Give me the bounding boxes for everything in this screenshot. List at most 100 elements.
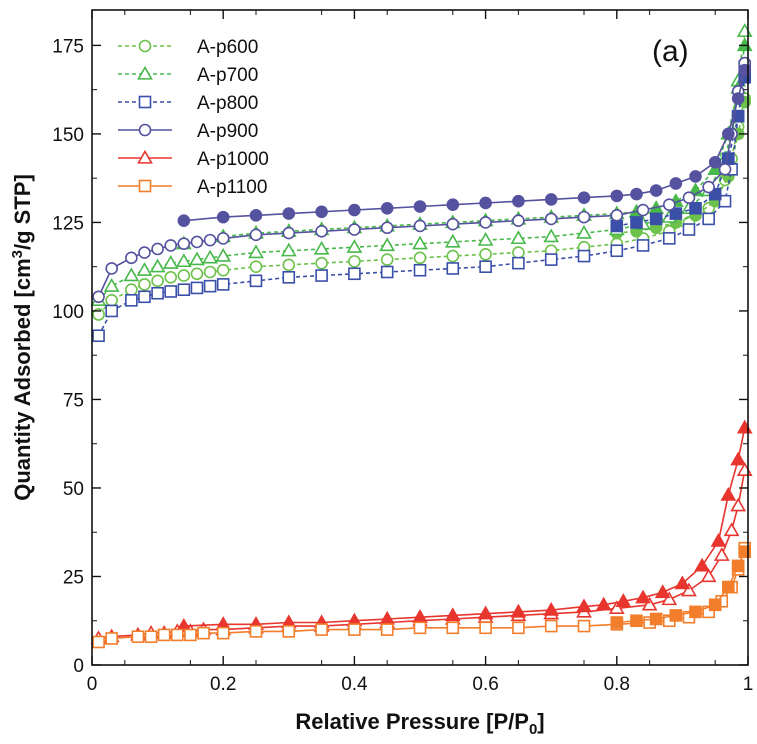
data-point-a-p800-adsorption (92, 329, 105, 343)
data-point-a-p900-adsorption (105, 262, 118, 275)
data-point-a-p600-adsorption (413, 251, 427, 265)
x-axis-title-main: Relative Pressure [P/P (295, 709, 529, 734)
data-point-a-p1000-adsorption (713, 547, 730, 561)
legend: A-p600 A-p700 A-p800 A-p900 A-p1000 A-p1100 (118, 37, 269, 198)
data-point-a-p1100-desorption (708, 598, 722, 612)
data-point-a-p700-adsorption (136, 262, 153, 276)
data-point-a-p1000-desorption (694, 557, 710, 572)
data-point-a-p600-adsorption (125, 283, 138, 297)
data-point-a-p900-adsorption (662, 198, 676, 212)
y-axis-title-main: Quantity Adsorbed [cm (10, 258, 35, 500)
data-point-a-p1000-adsorption (700, 568, 717, 583)
data-point-a-p700-adsorption (189, 251, 205, 266)
data-point-a-p800-adsorption (138, 290, 151, 304)
data-point-a-p900-adsorption (446, 217, 460, 231)
data-point-a-p1100-desorption (630, 614, 643, 628)
data-point-a-p700-adsorption (313, 240, 330, 255)
legend-marker-a-p1000 (137, 149, 153, 164)
data-point-a-p800-adsorption (610, 244, 624, 258)
data-point-a-p900-desorption (380, 201, 394, 215)
data-point-a-p600-adsorption (190, 267, 204, 281)
data-point-a-p900-desorption (649, 184, 663, 197)
data-point-a-p900-desorption (731, 92, 745, 105)
data-point-a-p1100-desorption (689, 605, 702, 619)
data-point-a-p800-desorption (708, 187, 722, 201)
data-point-a-p1100-adsorption (216, 626, 230, 640)
data-point-a-p1000-desorption (576, 598, 592, 613)
data-point-a-p1000-adsorption (736, 462, 753, 476)
y-tick-label: 75 (63, 390, 84, 411)
data-point-a-p600-adsorption (380, 253, 394, 266)
data-point-a-p1100-adsorption (282, 625, 296, 638)
data-point-a-p900-adsorption (203, 233, 217, 247)
data-point-a-p900-adsorption (413, 219, 427, 233)
data-point-a-p600-adsorption (216, 263, 230, 277)
data-point-a-p900-adsorption (249, 228, 263, 242)
legend-label-a-p1000: A-p1000 (197, 149, 269, 170)
data-point-a-p700-desorption (736, 37, 753, 52)
data-point-a-p800-adsorption (125, 294, 138, 307)
data-point-a-p800-adsorption (413, 263, 427, 277)
y-axis-title-superscript: 3 (9, 250, 26, 258)
legend-label-a-p800: A-p800 (197, 93, 258, 114)
data-point-a-p1100-adsorption (315, 623, 328, 636)
legend-label-a-p600: A-p600 (197, 37, 258, 58)
data-point-a-p800-adsorption (105, 304, 118, 318)
series-a-p1000 (90, 419, 753, 645)
data-point-a-p800-adsorption (348, 267, 361, 281)
data-point-a-p1000-desorption (710, 532, 727, 547)
data-point-a-p800-desorption (610, 219, 624, 233)
data-point-a-p600-adsorption (315, 256, 328, 270)
y-tick-label: 125 (52, 213, 84, 234)
plot-frame (91, 9, 749, 666)
data-point-a-p1100-desorption (669, 609, 683, 622)
data-point-a-p800-adsorption (636, 239, 650, 252)
data-point-a-p1100-desorption (649, 612, 663, 626)
series-a-p800 (92, 60, 752, 343)
data-point-a-p600-adsorption (446, 249, 460, 263)
data-point-a-p900-desorption (630, 187, 643, 201)
data-point-a-p900-adsorption (610, 209, 624, 222)
data-point-a-p700-adsorption (103, 278, 120, 292)
data-point-a-p600-adsorption (164, 271, 178, 284)
data-point-a-p900-desorption (610, 189, 624, 203)
y-tick-label: 150 (52, 125, 84, 146)
data-point-a-p800-adsorption (479, 260, 492, 273)
data-point-a-p1100-adsorption (184, 628, 197, 642)
data-point-a-p1000-desorption (444, 607, 461, 622)
legend-marker-a-p600 (138, 39, 152, 53)
data-point-a-p900-adsorption (718, 163, 732, 176)
data-point-a-p800-adsorption (662, 232, 676, 245)
data-point-a-p700-adsorption (379, 237, 396, 252)
data-point-a-p900-adsorption (636, 203, 650, 217)
data-point-a-p600-adsorption (249, 260, 263, 273)
plot-area (90, 23, 753, 649)
series-a-p1100 (92, 541, 752, 649)
data-point-a-p900-adsorption (544, 212, 558, 226)
data-point-a-p900-adsorption (380, 221, 394, 235)
data-point-a-p1000-adsorption (661, 591, 678, 606)
data-point-a-p700-adsorption (149, 258, 166, 273)
data-point-a-p600-adsorption (138, 278, 151, 291)
data-point-a-p1100-adsorption (105, 632, 118, 645)
data-point-a-p1100-adsorption (170, 628, 184, 642)
data-point-a-p900-adsorption (190, 235, 204, 249)
data-point-a-p900-adsorption (702, 180, 715, 194)
data-point-a-p900-adsorption (177, 237, 191, 250)
data-point-a-p1100-desorption (738, 545, 752, 559)
data-point-a-p1100-adsorption (544, 619, 558, 633)
data-point-a-p800-adsorption (544, 253, 558, 266)
data-point-a-p900-desorption (544, 193, 558, 206)
data-point-a-p900-adsorption (512, 214, 525, 227)
legend-label-a-p1100: A-p1100 (197, 177, 267, 198)
data-point-a-p800-adsorption (177, 283, 191, 297)
data-point-a-p1100-adsorption (92, 635, 105, 649)
data-point-a-p900-adsorption (479, 216, 492, 229)
data-point-a-p700-adsorption (444, 233, 461, 248)
data-point-a-p1000-adsorption (681, 582, 697, 597)
data-point-a-p800-adsorption (315, 269, 328, 282)
data-point-a-p900-desorption (708, 155, 722, 169)
data-point-a-p1000-adsorption (730, 497, 747, 512)
data-point-a-p1000-desorption (720, 486, 737, 501)
